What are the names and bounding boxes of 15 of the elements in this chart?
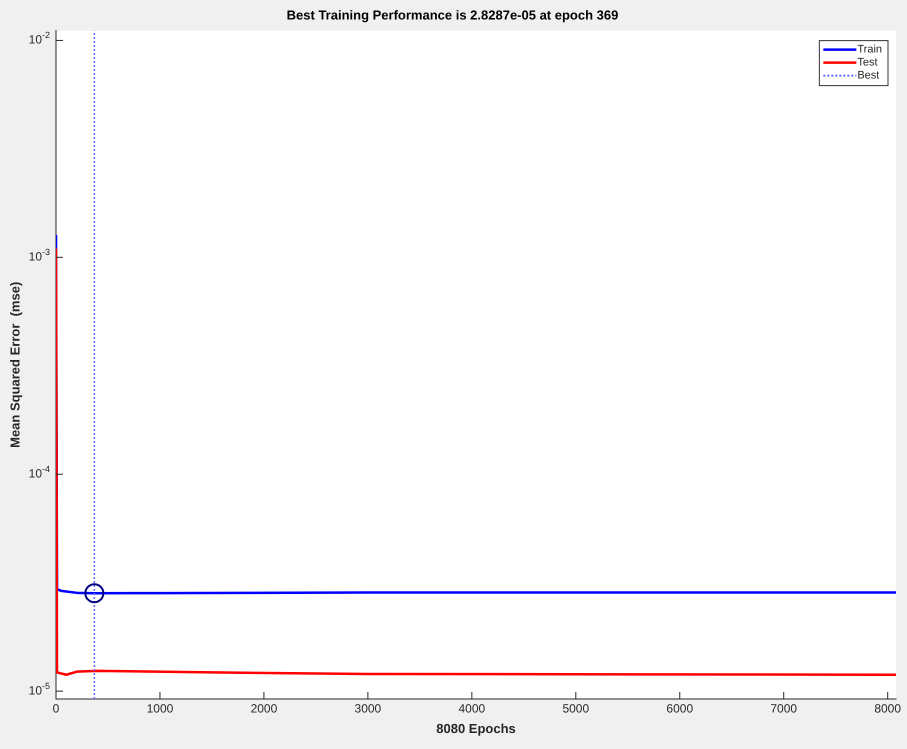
x-tick-label: 2000 [250, 702, 278, 716]
x-tick-label: 6000 [666, 702, 694, 716]
y-axis-title: Mean Squared Error (mse) [7, 282, 22, 448]
x-tick-label: 5000 [562, 702, 590, 716]
legend-label: Best [857, 70, 880, 82]
x-tick-label: 1000 [146, 702, 174, 716]
x-axis-title: 8080 Epochs [436, 720, 516, 736]
chart-title: Best Training Performance is 2.8287e-05 at epoch 369 [286, 7, 618, 22]
x-tick-label: 8000 [874, 702, 902, 716]
x-tick-label: 0 [52, 702, 60, 716]
x-tick-label: 7000 [770, 702, 798, 716]
legend-label: Test [857, 56, 878, 69]
x-tick-label: 4000 [458, 702, 486, 716]
legend-label: Train [857, 44, 882, 56]
x-tick-label: 3000 [354, 702, 382, 716]
